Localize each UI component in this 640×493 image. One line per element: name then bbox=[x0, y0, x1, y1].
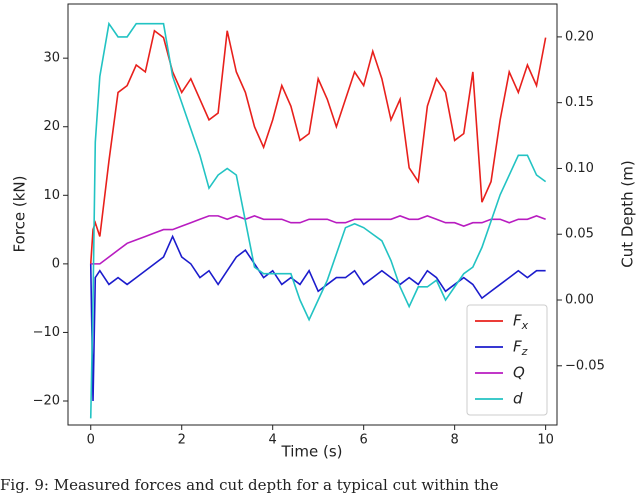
y2-tick-label: 0.10 bbox=[565, 161, 594, 176]
y-axis-label: Force (kN) bbox=[11, 176, 29, 253]
y-tick-label: −10 bbox=[33, 325, 60, 340]
plot-frame bbox=[67, 3, 558, 426]
x-tick-label: 10 bbox=[537, 433, 554, 448]
x-tick-label: 6 bbox=[360, 433, 368, 448]
series-line bbox=[89, 21, 547, 419]
y-tick-label: 20 bbox=[43, 119, 60, 134]
x-axis-label: Time (s) bbox=[281, 443, 343, 461]
y-tick-label: 10 bbox=[43, 188, 60, 203]
legend-box bbox=[466, 304, 548, 416]
series-line bbox=[89, 29, 547, 264]
y2-tick-label: 0.00 bbox=[565, 293, 594, 308]
y-tick-label: 30 bbox=[43, 51, 60, 66]
y-tick-label: 0 bbox=[52, 256, 60, 271]
y2-tick-label: 0.15 bbox=[565, 95, 594, 110]
y2-tick-label: 0.20 bbox=[565, 29, 594, 44]
y2-tick-label: −0.05 bbox=[565, 358, 605, 373]
legend-label: d bbox=[513, 390, 523, 408]
y2-axis-label: Cut Depth (m) bbox=[619, 160, 637, 267]
series-line bbox=[89, 234, 546, 402]
x-tick-label: 8 bbox=[451, 433, 459, 448]
x-tick-label: 2 bbox=[178, 433, 186, 448]
legend-label: Q bbox=[513, 364, 525, 382]
series-line bbox=[90, 215, 546, 265]
x-tick-label: 0 bbox=[87, 433, 95, 448]
y-tick-label: −20 bbox=[33, 394, 60, 409]
x-tick-label: 4 bbox=[269, 433, 277, 448]
y2-tick-label: 0.05 bbox=[565, 227, 594, 242]
caption: Fig. 9: Measured forces and cut depth fo… bbox=[0, 476, 499, 493]
